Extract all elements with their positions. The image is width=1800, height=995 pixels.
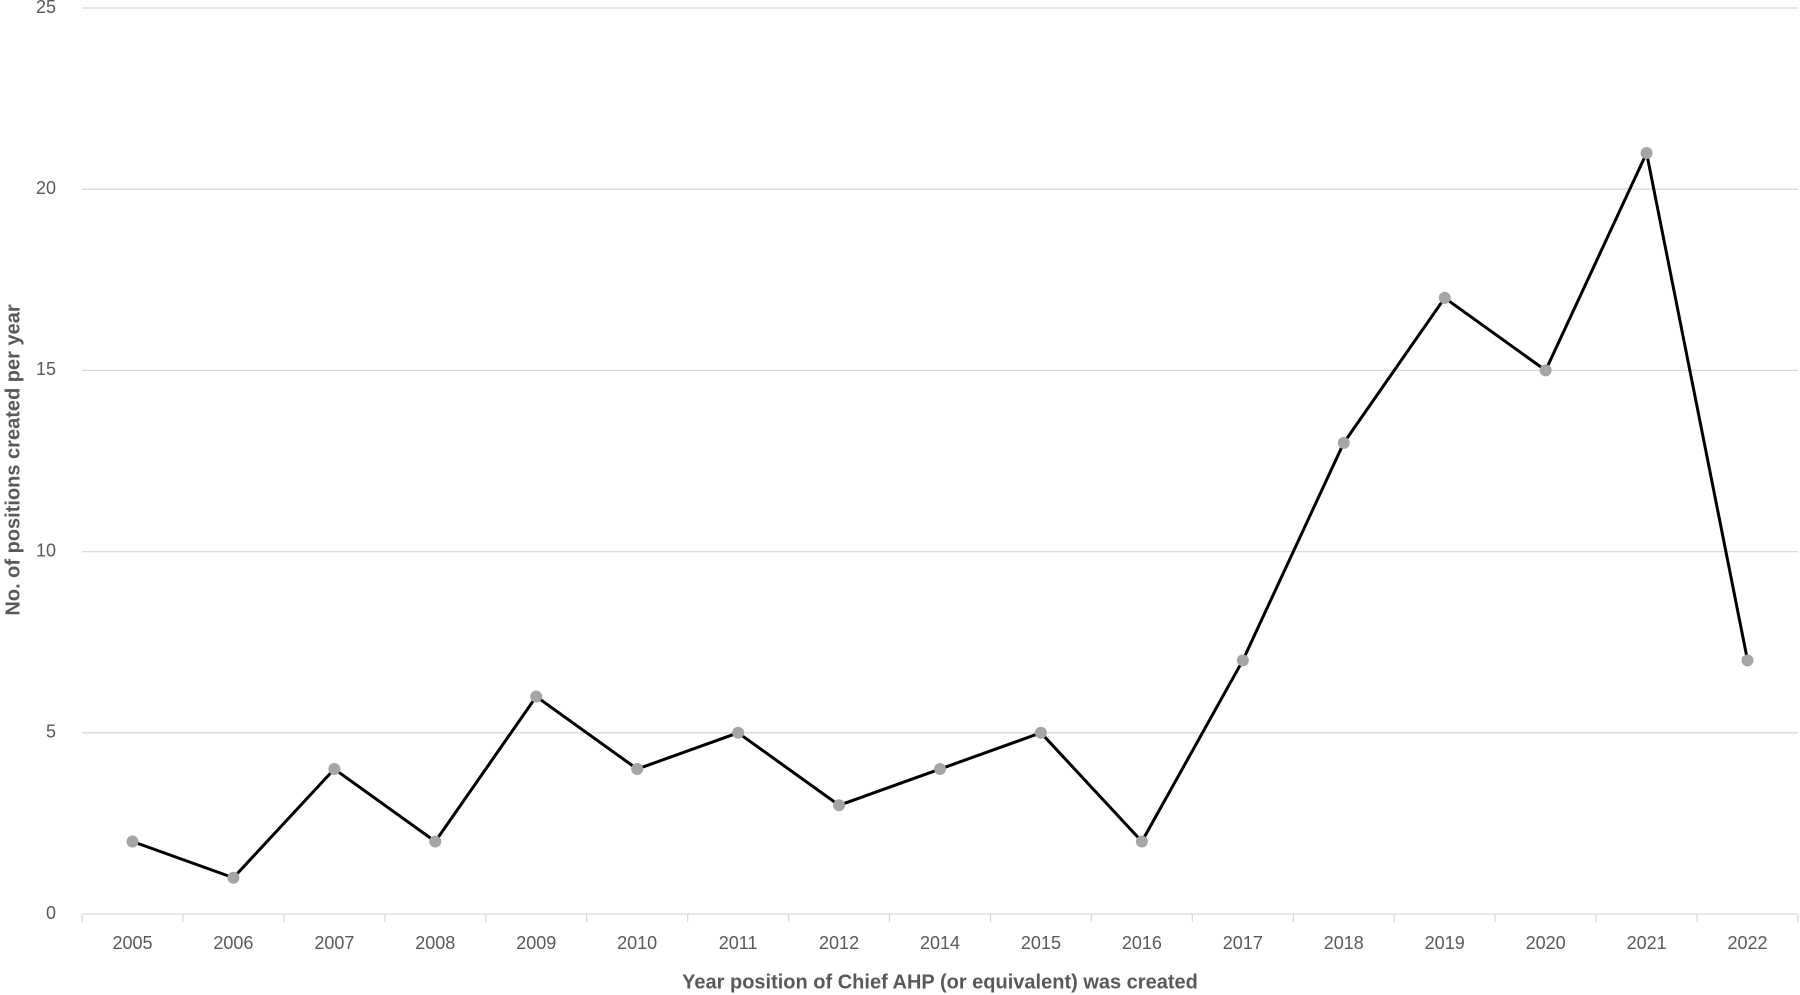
x-tick-label: 2018: [1324, 933, 1364, 953]
marker: [328, 763, 341, 776]
marker: [1640, 146, 1653, 159]
marker: [934, 763, 946, 776]
y-tick-label: 5: [46, 722, 56, 742]
marker: [1135, 835, 1148, 848]
x-tick-label: 2017: [1223, 933, 1263, 953]
y-tick-label: 15: [36, 359, 56, 379]
x-tick-label: 2019: [1425, 933, 1465, 953]
marker: [1034, 726, 1047, 739]
marker: [227, 871, 240, 884]
marker: [1337, 436, 1350, 449]
y-tick-label: 25: [36, 0, 56, 17]
marker: [530, 690, 543, 703]
x-tick-label: 2020: [1526, 933, 1566, 953]
x-tick-label: 2016: [1122, 933, 1162, 953]
x-tick-label: 2006: [213, 933, 253, 953]
y-tick-label: 20: [36, 178, 56, 198]
x-tick-label: 2010: [617, 933, 657, 953]
x-tick-label: 2009: [516, 933, 556, 953]
marker: [1741, 654, 1754, 667]
marker: [1438, 291, 1451, 304]
x-axis-title: Year position of Chief AHP (or equivalen…: [682, 971, 1198, 993]
x-tick-label: 2011: [719, 933, 758, 953]
y-tick-label: 0: [46, 903, 56, 923]
x-tick-label: 2007: [314, 933, 354, 953]
x-tick-label: 2015: [1021, 933, 1061, 953]
x-tick-label: 2021: [1627, 933, 1667, 953]
marker: [1236, 654, 1249, 667]
marker: [833, 799, 846, 812]
marker: [126, 835, 139, 848]
x-tick-label: 2005: [112, 933, 152, 953]
x-tick-label: 2012: [819, 933, 859, 953]
marker: [1539, 364, 1552, 377]
y-axis-title: No. of positions created per year: [2, 304, 24, 615]
x-tick-label: 2014: [920, 933, 960, 953]
x-tick-label: 2022: [1728, 933, 1768, 953]
marker: [732, 726, 745, 739]
marker: [631, 763, 644, 776]
x-tick-label: 2008: [415, 933, 455, 953]
y-tick-label: 10: [36, 540, 56, 560]
marker: [429, 835, 442, 848]
